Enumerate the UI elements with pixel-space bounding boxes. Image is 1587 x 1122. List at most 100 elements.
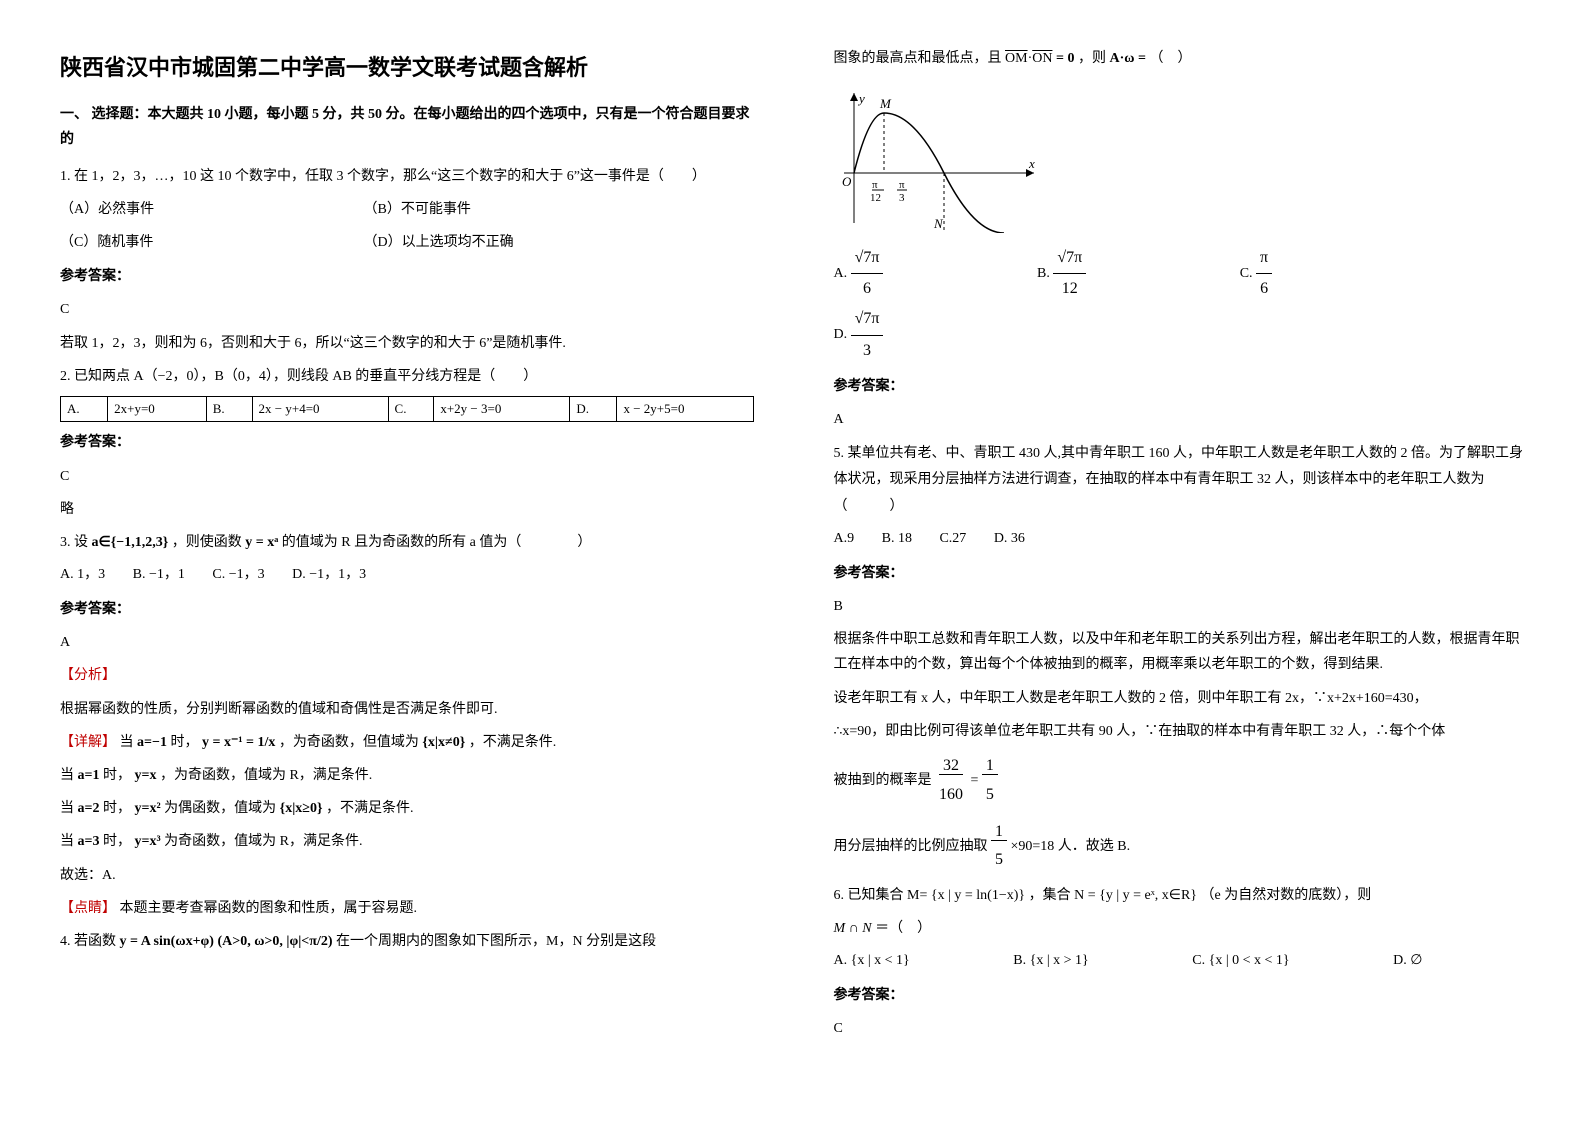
q6-answer: C [834,1016,1528,1041]
q6-m-set: {x | y = ln(1−x)} [931,888,1025,903]
q4-tail: （ ） [1149,51,1191,66]
q3-d4a: 当 [60,834,74,849]
q3-d3d: y=x² [134,801,160,816]
q4-d-den: 3 [859,336,875,366]
q3-set: a∈{−1,1,2,3} [92,535,169,550]
q3-answer-label: 参考答案： [60,597,754,622]
q4-om: OM [1005,51,1028,66]
q6-mid: ，集合 [1029,888,1071,903]
q2-options-table: A. 2x+y=0 B. 2x − y+4=0 C. x+2y − 3=0 D.… [60,396,754,422]
tick-pi12d: 12 [870,192,881,204]
q6-stem: 6. 已知集合 M= {x | y = ln(1−x)} ，集合 N = {y … [834,883,1528,910]
q5-opt-c: C.27 [939,531,966,546]
tick-pi12: π [872,179,878,191]
q3-opt-b: B. −1，1 [133,567,185,582]
q6-b-text: {x | x > 1} [1030,948,1089,975]
q3-detail: 【详解】 当 a=−1 时， y = x⁻¹ = 1/x ，为奇函数，但值域为 … [60,730,754,755]
q6-inter: M ∩ N ＝（ ） [834,916,1528,943]
q3-choose: 故选：A. [60,863,754,888]
q3-stem: 3. 设 a∈{−1,1,2,3} ，则使函数 y = xᵃ 的值域为 R 且为… [60,530,754,557]
q3-point-label: 【点睛】 [60,901,116,916]
q3-opt-a: A. 1，3 [60,567,105,582]
q3-answer: A [60,630,754,655]
q1-stem: 1. 在 1，2，3，…，10 这 10 个数字中，任取 3 个数字，那么“这三… [60,164,754,191]
q4-graph: M N O y x π 12 π 3 [834,83,1054,233]
q3-d3: 当 a=2 时， y=x² 为偶函数，值域为 {x|x≥0} ，不满足条件. [60,796,754,821]
q5-e3: ∴x=90，即由比例可得该单位老年职工共有 90 人，∵在抽取的样本中有青年职工… [834,719,1528,744]
q3-d4d: y=x³ [134,834,160,849]
tick-pi3: π [899,179,905,191]
q6-opt-a: A. {x | x < 1} [834,948,960,975]
q4-opt-c: C. π6 [1240,243,1372,305]
q3-d4e: 为奇函数，值域为 R，满足条件. [164,834,362,849]
q4-post2: ，则 [1078,51,1106,66]
q3-d4c: 时， [103,834,131,849]
q3-d1g: ，不满足条件. [469,735,557,750]
q5-e5-post: ×90=18 人．故选 B. [1011,839,1131,854]
tick-pi3d: 3 [899,192,905,204]
q3-d3a: 当 [60,801,74,816]
q4-opt-d: D. √7π3 [834,304,984,366]
q3-d4: 当 a=3 时， y=x³ 为奇函数，值域为 R，满足条件. [60,829,754,854]
q5-e4-num: 32 [939,757,963,775]
page-title: 陕西省汉中市城固第二中学高一数学文联考试题含解析 [60,50,754,82]
q3-opts: A. 1，3 B. −1，1 C. −1，3 D. −1，1，3 [60,562,754,589]
q3-d3g: ，不满足条件. [326,801,414,816]
q5-opts: A.9 B. 18 C.27 D. 36 [834,526,1528,553]
q5-e5: 用分层抽样的比例应抽取 15 ×90=18 人．故选 B. [834,818,1528,876]
q3-d3b: a=2 [78,801,100,816]
q3-d2c: 时， [103,768,131,783]
q5-e4: 被抽到的概率是 32160 = 15 [834,752,1528,810]
q1-opt-a: （A）必然事件 [60,197,360,224]
q2-answer: C [60,464,754,489]
q2-c-letter: C. [388,397,434,422]
q3-d1e: ，为奇函数，但值域为 [279,735,419,750]
q2-opt-c: x+2y − 3=0 [434,397,570,422]
q3-d1f: {x|x≠0} [422,735,465,750]
q1-opt-b: （B）不可能事件 [364,202,471,217]
q5-stem: 5. 某单位共有老、中、青职工 430 人,其中青年职工 160 人，中年职工人… [834,441,1528,521]
q2-d-letter: D. [570,397,617,422]
q3-d2: 当 a=1 时， y=x ，为奇函数，值域为 R，满足条件. [60,763,754,788]
q5-e1: 根据条件中职工总数和青年职工人数，以及中年和老年职工的关系列出方程，解出老年职工… [834,627,1528,677]
q2-stem: 2. 已知两点 A（−2，0），B（0，4），则线段 AB 的垂直平分线方程是（… [60,364,754,391]
q6-pre: 6. 已知集合 M= [834,888,931,903]
q2-answer-label: 参考答案： [60,430,754,455]
q1-answer-label: 参考答案： [60,264,754,289]
q4-eq0: = 0 [1056,51,1074,66]
q6-a-text: {x | x < 1} [851,948,910,975]
q3-fn: y = xᵃ [245,535,278,550]
label-m: M [879,96,892,111]
q4-a-den: 6 [859,274,875,304]
q5-e4-den2: 5 [982,786,998,803]
q3-d3f: {x|x≥0} [280,801,323,816]
q3-d2a: 当 [60,768,74,783]
q5-e4-pre: 被抽到的概率是 [834,773,932,788]
q6-n-set: N = {y | y = eˣ, x∈R} [1074,888,1197,903]
q4-aw: A·ω = [1109,51,1146,66]
q2-brief: 略 [60,497,754,522]
q1-opts-row1: （A）必然事件 （B）不可能事件 [60,197,754,224]
q4-answer-label: 参考答案： [834,374,1528,399]
q3-d2d: y=x [134,768,156,783]
q3-d2b: a=1 [78,768,100,783]
q5-e4-num2: 1 [982,757,998,775]
q6-inter-expr: M ∩ N [834,921,872,936]
q1-answer: C [60,297,754,322]
q6-c-text: {x | 0 < x < 1} [1209,948,1290,975]
q4-answer: A [834,407,1528,432]
label-o: O [842,174,852,189]
q2-a-letter: A. [61,397,108,422]
q3-mid: ，则使函数 [172,535,242,550]
q2-opt-a: 2x+y=0 [108,397,207,422]
q5-e5-pre: 用分层抽样的比例应抽取 [834,839,988,854]
label-y: y [857,91,865,106]
q3-point: 【点睛】 本题主要考查幂函数的图象和性质，属于容易题. [60,896,754,921]
label-n: N [933,216,944,231]
q3-analysis-label: 【分析】 [60,663,754,688]
q5-opt-d: D. 36 [994,531,1025,546]
y-arrow-icon [850,93,858,101]
q3-detail-label: 【详解】 [60,735,116,750]
q6-d-text: ∅ [1410,948,1422,975]
q1-opt-d: （D）以上选项均不正确 [364,235,514,250]
